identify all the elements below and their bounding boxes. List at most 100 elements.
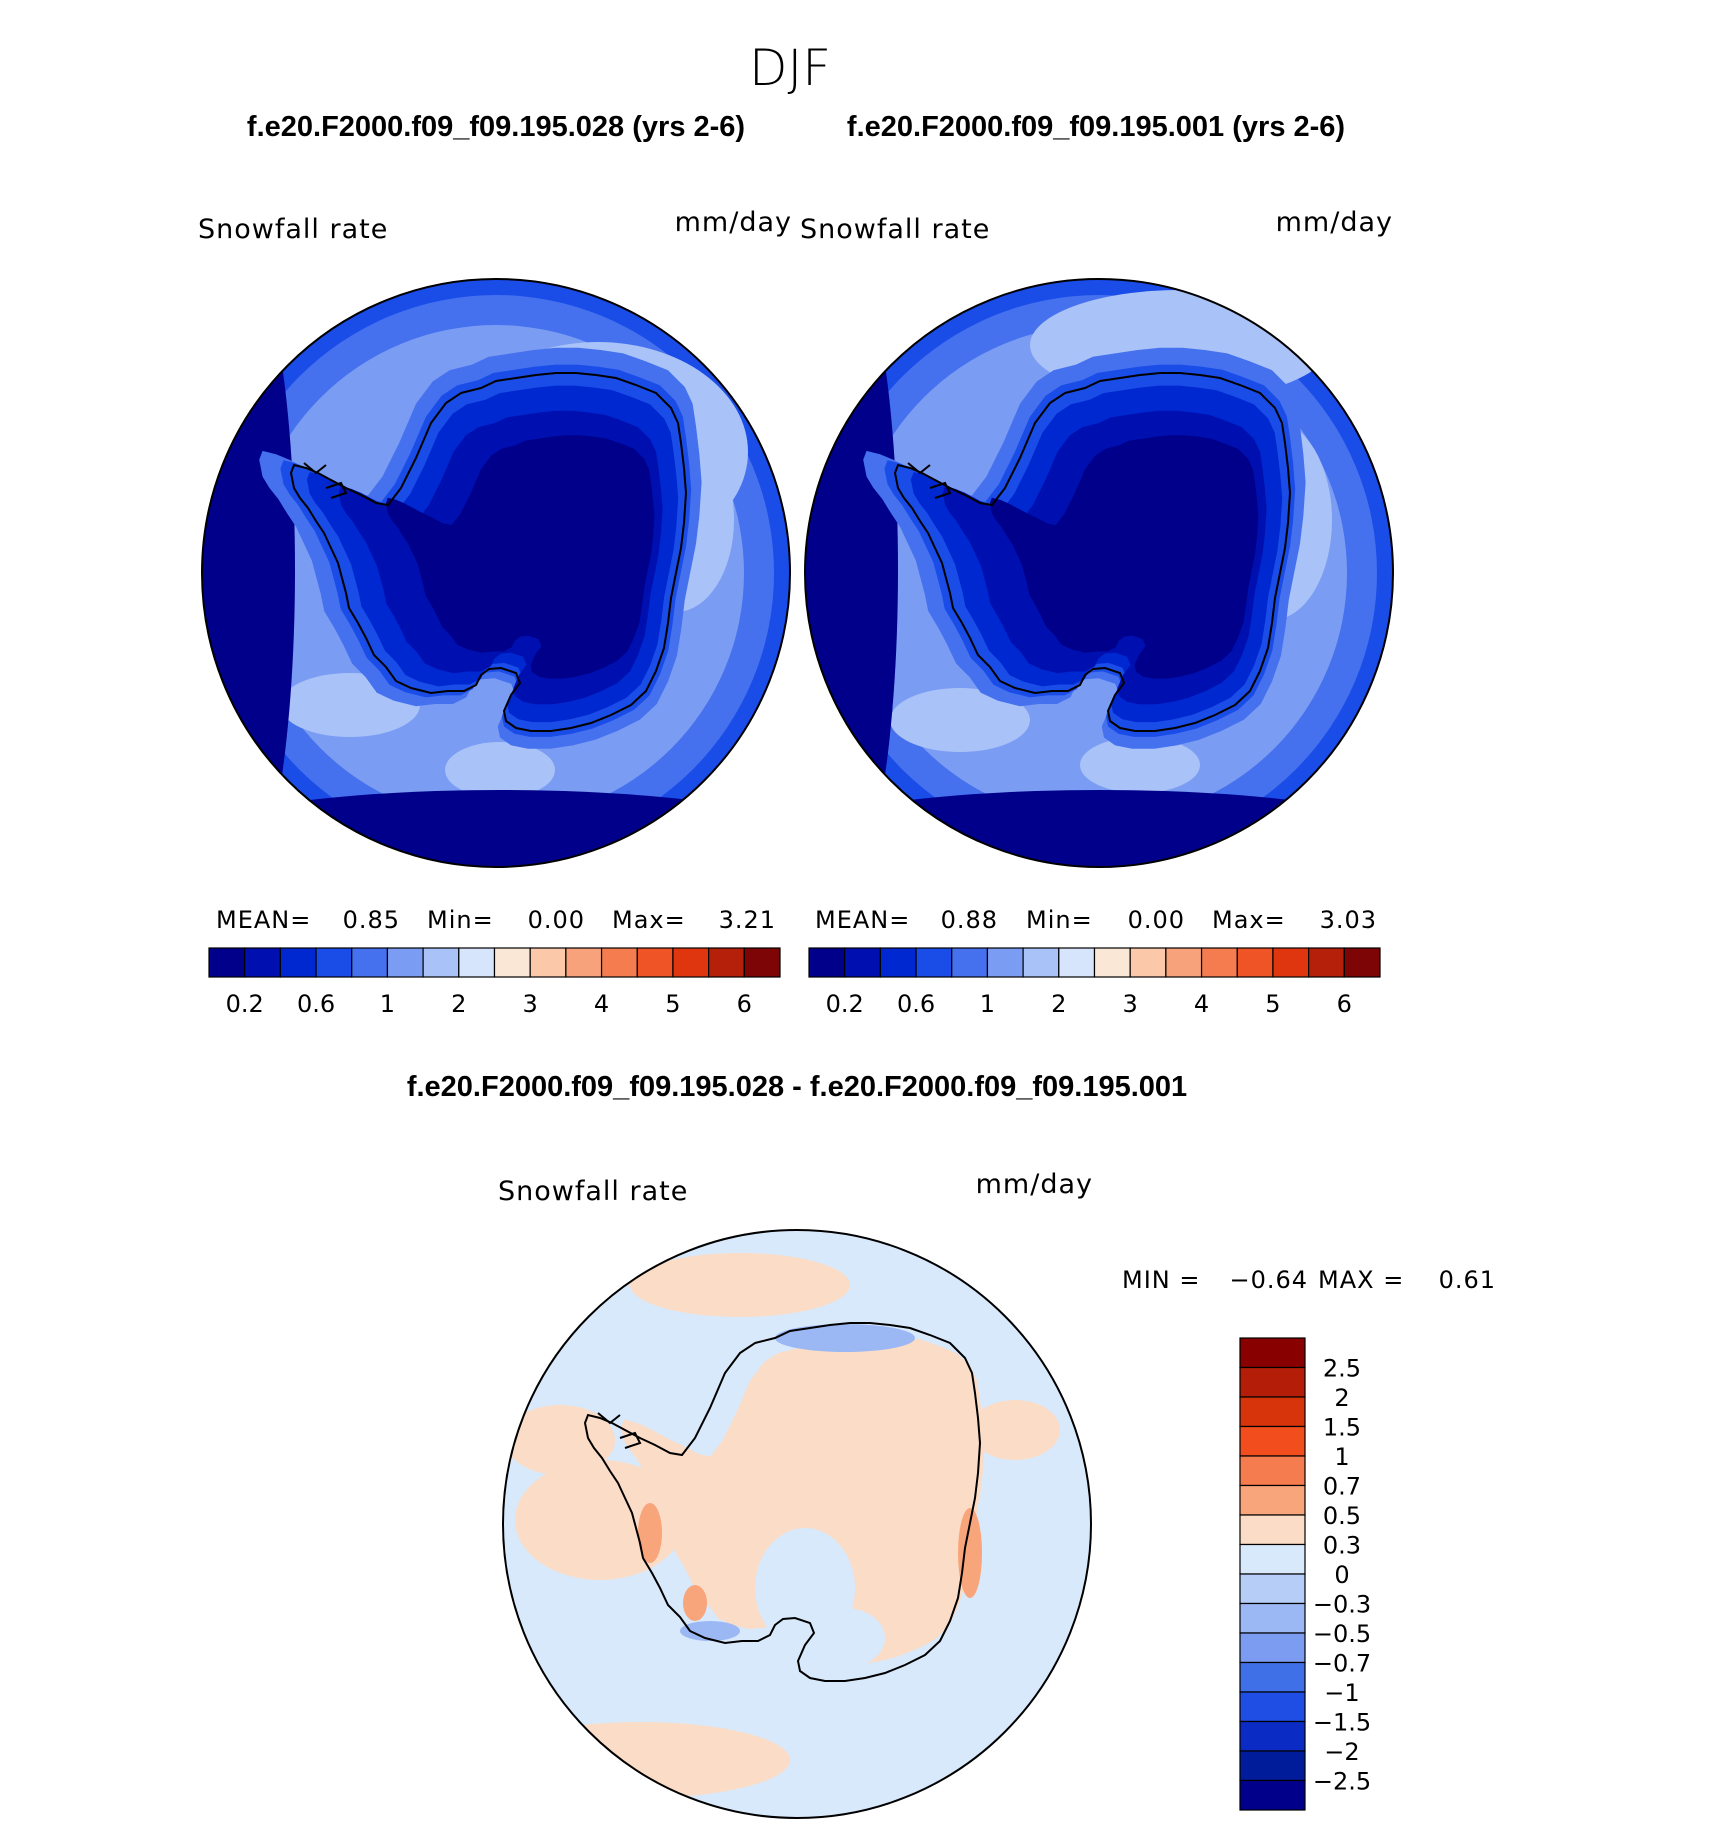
colorbar-difference-swatch xyxy=(1239,1779,1306,1811)
colorbar-left-swatch xyxy=(708,947,745,978)
panel-left-units: mm/day xyxy=(675,207,792,238)
colorbar-right-swatch xyxy=(1129,947,1167,978)
colorbar-difference-tick-label: 0.7 xyxy=(1323,1473,1361,1501)
left-min-value: 0.00 xyxy=(528,906,585,934)
colorbar-difference-swatch xyxy=(1239,1632,1306,1664)
panel-left-variable: Snowfall rate xyxy=(198,214,388,245)
colorbar-difference-swatch xyxy=(1239,1602,1306,1634)
right-min-value: 0.00 xyxy=(1128,906,1185,934)
left-mean-value: 0.85 xyxy=(343,906,400,934)
colorbar-left-tick-label: 5 xyxy=(665,990,680,1018)
colorbar-left-tick-label: 0.6 xyxy=(297,990,335,1018)
colorbar-left-swatch xyxy=(636,947,674,978)
colorbar-difference-tick-label: −1 xyxy=(1324,1679,1359,1707)
colorbar-right-tick-label: 0.6 xyxy=(897,990,935,1018)
colorbar-difference-tick-label: 0 xyxy=(1334,1561,1349,1589)
colorbar-difference-swatch xyxy=(1239,1543,1306,1575)
colorbar-difference-swatch xyxy=(1239,1337,1306,1369)
colorbar-left-swatch xyxy=(743,947,781,978)
colorbar-right-tick-label: 4 xyxy=(1194,990,1209,1018)
left-min-label: Min= xyxy=(427,906,494,934)
left-max-label: Max= xyxy=(612,906,686,934)
colorbar-left-swatch xyxy=(600,947,638,978)
season-title: DJF xyxy=(749,39,831,97)
colorbar-right-tick-label: 6 xyxy=(1337,990,1352,1018)
colorbar-right: 0.2 0.6 1 2 3 4 5 6 xyxy=(808,947,1381,1018)
colorbar-difference-tick-label: 0.3 xyxy=(1323,1532,1361,1560)
colorbar-left-tick-label: 2 xyxy=(451,990,466,1018)
colorbar-right-swatch xyxy=(879,947,917,978)
colorbar-left: 0.2 0.6 1 2 3 4 5 6 xyxy=(208,947,781,1018)
panel-right-units: mm/day xyxy=(1276,207,1393,238)
colorbar-right-tick-label: 3 xyxy=(1123,990,1138,1018)
colorbar-right-swatch xyxy=(951,947,989,978)
colorbar-right-swatch xyxy=(1058,947,1096,978)
right-mean-label: MEAN= xyxy=(815,906,910,934)
colorbar-left-tick-label: 1 xyxy=(380,990,395,1018)
diff-min-label: MIN = xyxy=(1122,1266,1200,1294)
colorbar-difference-swatch xyxy=(1239,1661,1306,1693)
panel-left-stats: MEAN= 0.85 Min= 0.00 Max= 3.21 xyxy=(216,906,776,934)
colorbar-difference-tick-label: −1.5 xyxy=(1313,1709,1371,1737)
colorbar-right-swatch xyxy=(915,947,953,978)
colorbar-difference-tick-label: 1 xyxy=(1334,1443,1349,1471)
colorbar-right-swatch xyxy=(1272,947,1310,978)
colorbar-left-tick-label: 4 xyxy=(594,990,609,1018)
colorbar-difference-tick-label: −2.5 xyxy=(1313,1768,1371,1796)
diff-max-label: MAX = xyxy=(1318,1266,1404,1294)
difference-title: f.e20.F2000.f09_f09.195.028 - f.e20.F200… xyxy=(407,1071,1187,1103)
colorbar-left-swatch xyxy=(672,947,710,978)
colorbar-left-swatch xyxy=(208,947,246,978)
panel-right-stats: MEAN= 0.88 Min= 0.00 Max= 3.03 xyxy=(815,906,1377,934)
colorbar-difference-swatch xyxy=(1239,1484,1306,1516)
colorbar-left-swatch xyxy=(565,947,603,978)
difference-variable: Snowfall rate xyxy=(498,1176,688,1207)
colorbar-left-swatch xyxy=(351,947,389,978)
colorbar-right-tick-label: 5 xyxy=(1265,990,1280,1018)
colorbar-left-swatch xyxy=(493,947,531,978)
panel-left-title: f.e20.F2000.f09_f09.195.028 (yrs 2-6) xyxy=(247,111,745,143)
colorbar-difference-swatch xyxy=(1239,1366,1306,1398)
diff-max-value: 0.61 xyxy=(1439,1266,1496,1294)
colorbar-difference-swatch xyxy=(1239,1514,1306,1546)
colorbar-difference-tick-label: 2 xyxy=(1334,1384,1349,1412)
colorbar-left-swatch xyxy=(315,947,353,978)
colorbar-difference-tick-label: 0.5 xyxy=(1323,1502,1361,1530)
right-max-label: Max= xyxy=(1212,906,1286,934)
colorbar-right-swatch xyxy=(1022,947,1060,978)
panel-right-variable: Snowfall rate xyxy=(800,214,990,245)
colorbar-right-swatch xyxy=(1308,947,1345,978)
map-difference xyxy=(502,1229,1092,1819)
colorbar-difference-tick-label: −0.5 xyxy=(1313,1620,1371,1648)
colorbar-difference-tick-label: 1.5 xyxy=(1323,1414,1361,1442)
colorbar-left-tick-label: 0.2 xyxy=(226,990,264,1018)
map-right xyxy=(804,278,1394,868)
colorbar-difference-tick-label: −2 xyxy=(1324,1738,1359,1766)
colorbar-left-tick-label: 3 xyxy=(523,990,538,1018)
colorbar-difference: 2.521.510.70.50.30−0.3−0.5−0.7−1−1.5−2−2… xyxy=(1239,1337,1371,1811)
colorbar-right-tick-label: 0.2 xyxy=(826,990,864,1018)
right-max-value: 3.03 xyxy=(1320,906,1377,934)
left-max-value: 3.21 xyxy=(719,906,776,934)
colorbar-right-swatch xyxy=(1093,947,1131,978)
colorbar-difference-tick-label: 2.5 xyxy=(1323,1355,1361,1383)
colorbar-left-swatch xyxy=(244,947,281,978)
colorbar-difference-swatch xyxy=(1239,1573,1306,1605)
colorbar-right-swatch xyxy=(808,947,846,978)
colorbar-left-swatch xyxy=(422,947,460,978)
colorbar-difference-tick-label: −0.3 xyxy=(1313,1591,1371,1619)
colorbar-difference-swatch xyxy=(1239,1425,1306,1457)
colorbar-left-swatch xyxy=(458,947,496,978)
panel-right-title: f.e20.F2000.f09_f09.195.001 (yrs 2-6) xyxy=(847,111,1345,143)
difference-stats: MIN = −0.64 MAX = 0.61 xyxy=(1122,1266,1496,1294)
right-min-label: Min= xyxy=(1026,906,1093,934)
colorbar-difference-swatch xyxy=(1239,1691,1306,1723)
diff-min-value: −0.64 xyxy=(1229,1266,1308,1294)
colorbar-right-swatch xyxy=(1200,947,1238,978)
colorbar-right-tick-label: 1 xyxy=(980,990,995,1018)
colorbar-left-swatch xyxy=(279,947,317,978)
colorbar-left-tick-label: 6 xyxy=(737,990,752,1018)
colorbar-difference-swatch xyxy=(1239,1750,1306,1782)
